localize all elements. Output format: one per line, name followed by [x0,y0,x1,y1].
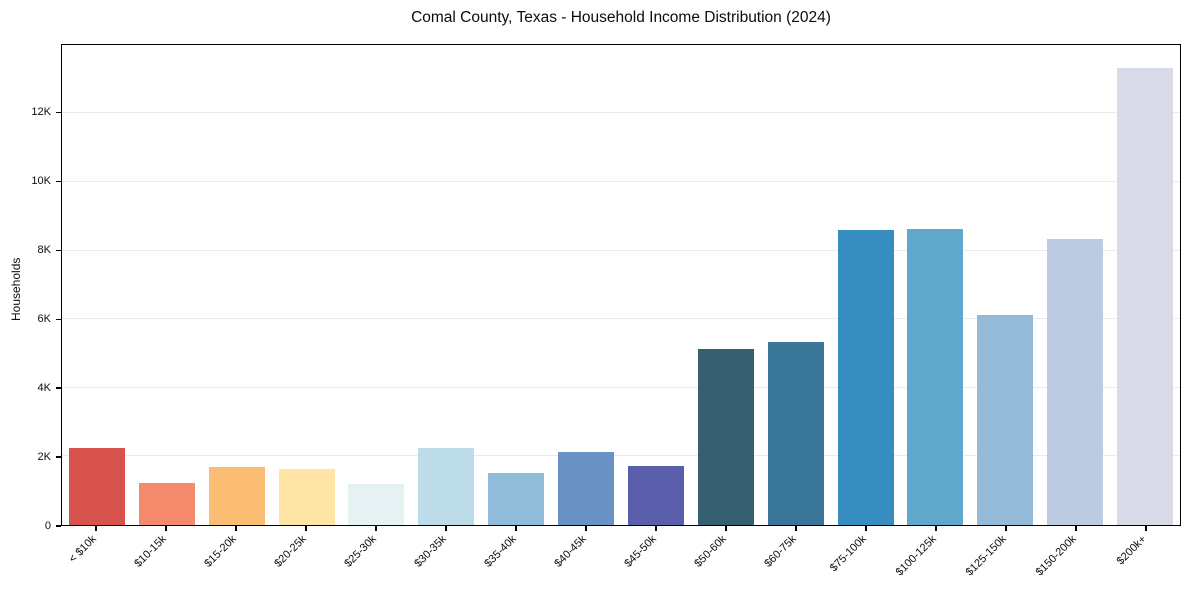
gridline [62,112,1180,114]
x-tick-label-text: $50-60k [692,533,729,570]
x-tick-mark [445,525,447,531]
x-tick-mark [515,525,517,531]
gridline [62,455,1180,457]
gridlines-layer [62,45,1180,525]
y-tick-label: 2K [37,450,51,463]
x-tick-mark [725,525,727,531]
x-tick-mark [865,525,867,531]
bar [208,467,265,525]
x-tick-label-text: $15-20k [202,533,239,570]
y-tick-mark [56,456,61,458]
gridline [62,386,1180,388]
y-tick-label: 10K [31,174,51,187]
x-tick-label-text: $75-100k [827,533,869,575]
y-tick-label: 0 [44,519,51,532]
x-tick-label-text: < $10k [66,533,99,566]
y-tick-label: 12K [31,106,51,119]
bar [767,341,824,525]
x-tick-label-text: $100-125k [893,533,939,579]
y-tick-label: 8K [37,243,51,256]
x-tick-label-text: $40-45k [552,533,589,570]
x-tick-label-text: $30-35k [412,533,449,570]
plot-area [61,44,1181,526]
x-axis-labels: < $10k $10-15k $15-20k $20-25k $25-30k $30-35… [61,533,1181,589]
y-tick-mark [56,180,61,183]
x-tick-mark [1075,525,1077,531]
y-tick-label: 4K [37,381,51,394]
gridline [62,318,1180,320]
gridline [62,249,1180,251]
y-axis-ticks: 0 2K 4K 6K 8K 10K 12K [0,44,61,532]
y-tick-label: 6K [37,312,51,325]
bar [488,472,545,525]
bar [977,315,1034,525]
y-tick-mark [56,525,61,527]
x-tick-mark [375,525,377,531]
bar [418,447,475,525]
bar [837,229,894,525]
x-tick-mark [1005,525,1007,531]
bar [68,447,125,525]
bar [627,466,684,525]
bar [348,483,405,525]
x-tick-mark [795,525,797,531]
x-tick-mark [585,525,587,531]
x-tick-label-text: $10-15k [132,533,169,570]
x-tick-label-text: $200k+ [1114,533,1149,568]
y-tick-mark [56,249,61,252]
bar [558,452,614,525]
bar [697,349,754,525]
bar [1117,68,1173,525]
bar [907,229,964,525]
bar [278,469,335,525]
x-tick-label-text: $45-50k [622,533,659,570]
y-tick-mark [56,111,61,114]
bars-layer [62,45,1180,525]
y-tick-mark [56,387,61,389]
x-axis-ticks [61,525,1181,533]
x-tick-mark [1145,525,1147,531]
x-tick-mark [235,525,237,531]
bar [138,482,195,525]
x-tick-label-text: $35-40k [482,533,519,570]
x-tick-label-text: $150-200k [1033,533,1079,579]
x-tick-mark [935,525,937,531]
bar [1047,239,1104,525]
gridline [62,180,1180,182]
chart-title: Comal County, Texas - Household Income D… [411,9,831,26]
x-tick-mark [95,525,97,531]
x-tick-label-text: $125-150k [963,533,1009,579]
x-tick-mark [305,525,307,531]
x-tick-mark [655,525,657,531]
x-tick-mark [165,525,167,531]
x-tick-label-text: $20-25k [272,533,309,570]
y-tick-mark [56,318,61,320]
x-tick-label-text: $60-75k [762,533,799,570]
x-tick-label-text: $25-30k [342,533,379,570]
